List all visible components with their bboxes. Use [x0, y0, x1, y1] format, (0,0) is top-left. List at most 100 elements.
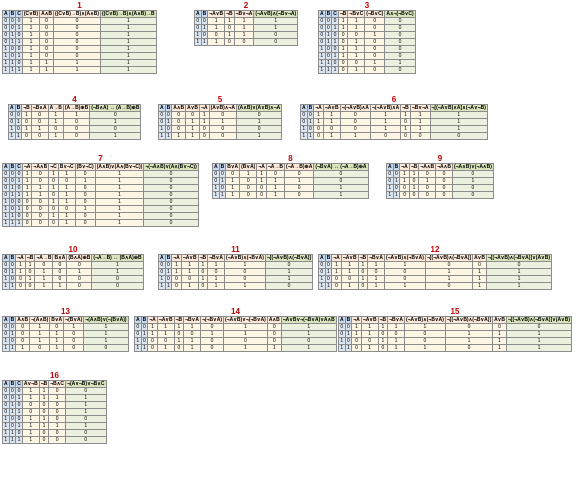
truth-table: A B C ¬B ¬B∨C (¬B∨C) A∧¬(¬B∨C) 0 0 0 1 1 0 0 0 0 1 1 1 0 0 0 1…	[318, 10, 416, 74]
table-cell: 0	[8, 17, 17, 25]
table-cell: 1	[383, 282, 426, 290]
column-header: A∨¬B	[21, 380, 40, 388]
table-cell: 0	[38, 408, 50, 416]
table-cell: 0	[435, 177, 453, 185]
header-row: A B ¬A ¬A∨B ¬B ¬B∨A (¬A∨B)∧(¬B∨A) ¬[(¬A∨B)∧(¬B∨…	[338, 316, 573, 324]
table-cell: 0	[218, 170, 227, 178]
table-cell: 1	[83, 330, 129, 338]
table-cell: 1	[409, 125, 431, 133]
table-cell: 1	[387, 337, 405, 345]
table-cell: 0	[400, 118, 411, 126]
table-cell: 0	[239, 184, 258, 192]
table-cell: 0	[48, 408, 67, 416]
table-cell: 1	[300, 125, 308, 133]
truth-table-5: 5 A B A∧B A∨B ¬A (A∨B)∧¬A (A∧B)∨(A∨B)∧¬A 0 0 0 0 1 0 0…	[158, 96, 283, 140]
table-cell: 1	[134, 344, 142, 352]
table-cell: 1	[337, 52, 349, 60]
table-cell: 0	[52, 261, 68, 269]
table-cell: 0	[364, 38, 386, 46]
table-cell: 1	[180, 282, 199, 290]
table-cell: 1	[21, 170, 33, 178]
table-number: 4	[72, 95, 77, 104]
table-cell: 0	[199, 125, 210, 133]
table-cell: 0	[15, 337, 31, 345]
table-cell: 1	[208, 118, 237, 126]
table-cell: 0	[21, 219, 33, 227]
table-cell: 0	[8, 170, 17, 178]
table-cell: 1	[223, 323, 268, 331]
table-cell: 1	[21, 31, 41, 39]
table-cell: 0	[357, 282, 369, 290]
column-header: ¬[(¬A∨B)∧(¬B∨A)]∨(A∨B)	[505, 316, 573, 324]
table-cell: 0	[143, 170, 199, 178]
table-cell: 1	[21, 387, 40, 395]
table-cell: 0	[338, 323, 346, 331]
table-cell: 1	[164, 132, 173, 140]
table-cell: 0	[435, 184, 453, 192]
column-header: ¬B∨C	[347, 10, 366, 18]
column-header: (¬B∨A) ↔ (¬A→B)⊕A	[313, 163, 369, 171]
table-cell: 1	[91, 261, 144, 269]
table-cell: 0	[143, 177, 199, 185]
table-cell: 0	[435, 191, 453, 199]
column-header: B	[218, 163, 227, 171]
table-cell: 1	[65, 422, 107, 430]
table-cell: 0	[39, 45, 54, 53]
table-cell: 1	[89, 118, 142, 126]
header-row: A B ¬A∨B ¬B ¬B∨¬A (¬A∨B)∧(¬B∨¬A)	[194, 10, 299, 18]
table-cell: 0	[2, 401, 10, 409]
column-header: ¬A	[256, 163, 267, 171]
table-cell: 1	[403, 344, 446, 352]
table-cell: 1	[409, 118, 431, 126]
column-header: A∧¬(¬B∨C)	[384, 10, 416, 18]
table-cell: 1	[318, 66, 326, 74]
table-cell: 1	[212, 191, 220, 199]
table-cell: 1	[322, 118, 341, 126]
table-cell: 1	[492, 344, 507, 352]
table-cell: 0	[15, 415, 23, 423]
table-cell: 1	[74, 177, 96, 185]
column-header: B	[200, 10, 209, 18]
header-row: A B C ¬B ¬B∨C (¬B∨C) A∧¬(¬B∨C)	[318, 10, 416, 18]
table-cell: 1	[39, 59, 54, 67]
table-cell: 0	[364, 24, 386, 32]
table-cell: 1	[408, 170, 420, 178]
table-cell: 0	[52, 17, 102, 25]
table-cell: 1	[15, 66, 23, 74]
table-cell: 0	[313, 177, 369, 185]
table-cell: 1	[2, 275, 10, 283]
table-cell: 0	[364, 66, 386, 74]
table-cell: 1	[158, 282, 166, 290]
table-cell: 1	[2, 337, 10, 345]
column-header: B	[392, 163, 401, 171]
table-cell: 0	[339, 118, 371, 126]
column-header: (¬A∨B)∧(¬B∨A)	[403, 316, 446, 324]
table-cell: 1	[424, 275, 474, 283]
column-header: C	[15, 380, 23, 388]
table-cell: 0	[21, 408, 40, 416]
column-header: A∧B	[15, 316, 31, 324]
table-cell: 0	[347, 59, 366, 67]
table-cell: 0	[318, 261, 326, 269]
table-cell: 0	[180, 275, 199, 283]
table-cell: 0	[134, 330, 142, 338]
table-cell: 1	[147, 323, 158, 331]
table-cell: 0	[52, 45, 102, 53]
table-cell: 1	[57, 191, 76, 199]
truth-table: A B ¬A∨B ¬B ¬B∨¬A (¬A∨B)∧(¬B∨¬A) 0 0 1 1 1 1 0 1 1 0 1 1 1…	[194, 10, 299, 46]
table-cell: 0	[52, 275, 68, 283]
table-cell: 0	[15, 429, 23, 437]
table-cell: 1	[24, 275, 36, 283]
table-cell: 0	[2, 268, 10, 276]
table-cell: 0	[324, 52, 333, 60]
table-cell: 0	[199, 337, 225, 345]
truth-table-8: 8 A B B∨A (B∨A) ¬A ¬A→B (¬A→B)⊕A (¬B∨A) ↔ (¬A→B)…	[212, 155, 369, 199]
table-cell: 0	[194, 24, 202, 32]
table-cell: 0	[492, 323, 507, 331]
